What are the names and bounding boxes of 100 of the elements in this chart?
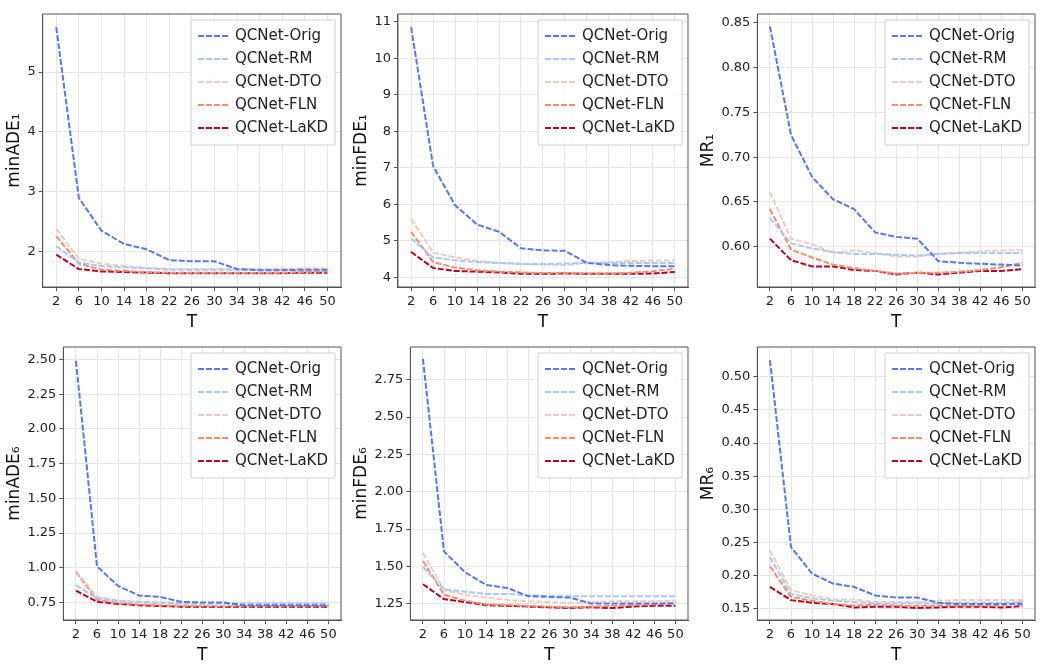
x-tick-label: 34 — [582, 626, 600, 642]
x-tick-label: 34 — [228, 293, 246, 309]
x-tick-label: 10 — [803, 626, 821, 642]
x-tick-label: 50 — [1014, 626, 1031, 642]
x-tick-label: 26 — [887, 293, 905, 309]
x-tick-label: 6 — [92, 626, 102, 642]
y-axis-title: minFDE₁ — [349, 114, 370, 187]
legend-label: QCNet-Orig — [235, 25, 322, 44]
y-tick-label: 0.50 — [721, 368, 751, 384]
x-tick-label: 22 — [866, 626, 884, 642]
y-tick-label: 0.20 — [721, 566, 751, 582]
y-tick-label: 2.25 — [27, 385, 57, 401]
y-tick-label: 1.50 — [27, 489, 57, 505]
x-tick-label: 50 — [320, 626, 337, 642]
x-axis-title: T — [536, 311, 549, 332]
x-tick-label: 18 — [138, 293, 155, 309]
legend-label: QCNet-RM — [582, 48, 660, 67]
y-tick-label: 9 — [382, 86, 391, 102]
x-tick-label: 18 — [151, 626, 169, 642]
line-series — [768, 191, 1024, 258]
x-tick-label: 38 — [951, 293, 968, 309]
x-tick-label: 10 — [803, 293, 821, 309]
legend-label: QCNet-LaKD — [929, 450, 1023, 469]
y-tick-label: 8 — [382, 122, 391, 138]
y-tick-label: 3 — [27, 183, 36, 199]
x-tick-label: 2 — [418, 626, 428, 642]
legend-label: QCNet-RM — [929, 381, 1007, 400]
x-tick-label: 2 — [765, 626, 775, 642]
legend-label: QCNet-DTO — [235, 404, 322, 423]
x-tick-label: 50 — [667, 626, 684, 642]
line-series — [768, 208, 1024, 275]
legend-label: QCNet-Orig — [582, 358, 669, 377]
legend-label: QCNet-DTO — [929, 71, 1016, 90]
y-tick-label: 2.00 — [27, 420, 57, 436]
x-axis-title: T — [185, 311, 198, 332]
x-tick-label: 42 — [273, 293, 291, 309]
legend-label: QCNet-RM — [582, 381, 660, 400]
y-tick-label: 0.30 — [721, 500, 751, 516]
x-tick-label: 42 — [625, 626, 642, 642]
x-tick-label: 46 — [993, 626, 1010, 642]
x-tick-label: 26 — [534, 293, 552, 309]
y-tick-label: 0.45 — [721, 401, 751, 417]
y-tick-label: 5 — [382, 232, 391, 248]
x-tick-label: 42 — [278, 626, 295, 642]
y-tick-label: 2.00 — [374, 483, 404, 499]
legend-label: QCNet-Orig — [235, 358, 322, 377]
y-tick-label: 2 — [27, 243, 36, 259]
line-series — [768, 237, 1024, 276]
line-series — [768, 359, 1024, 606]
x-tick-label: 46 — [646, 626, 663, 642]
y-tick-label: 0.75 — [27, 593, 57, 609]
y-tick-label: 2.75 — [374, 371, 404, 387]
line-series — [55, 227, 329, 271]
legend-label: QCNet-LaKD — [235, 117, 329, 136]
line-series — [410, 250, 676, 275]
y-tick-label: 0.70 — [721, 148, 751, 164]
x-tick-label: 6 — [786, 293, 796, 309]
legend-label: QCNet-RM — [235, 48, 313, 67]
line-series — [421, 551, 677, 604]
y-tick-label: 2.25 — [374, 445, 404, 461]
legend-label: QCNet-LaKD — [929, 117, 1023, 136]
x-axis-title: T — [542, 644, 555, 665]
x-tick-label: 30 — [214, 626, 232, 642]
y-tick-label: 0.40 — [721, 434, 751, 450]
x-tick-label: 42 — [622, 293, 640, 309]
x-tick-label: 18 — [498, 626, 516, 642]
x-tick-label: 46 — [296, 293, 314, 309]
x-tick-label: 34 — [929, 293, 947, 309]
y-tick-label: 1.50 — [374, 557, 404, 573]
x-tick-label: 34 — [235, 626, 253, 642]
x-tick-label: 22 — [866, 293, 884, 309]
x-tick-label: 18 — [490, 293, 508, 309]
x-tick-label: 14 — [824, 626, 842, 642]
x-tick-label: 46 — [644, 293, 662, 309]
y-tick-label: 0.75 — [721, 103, 751, 119]
line-series — [55, 235, 329, 274]
line-series — [74, 589, 330, 608]
x-tick-label: 50 — [666, 293, 684, 309]
legend-label: QCNet-FLN — [235, 427, 318, 446]
x-tick-label: 10 — [93, 293, 110, 309]
legend-label: QCNet-FLN — [929, 94, 1012, 113]
legend-label: QCNet-RM — [235, 381, 313, 400]
legend-label: QCNet-Orig — [582, 25, 669, 44]
legend-label: QCNet-DTO — [582, 71, 669, 90]
x-tick-label: 26 — [193, 626, 211, 642]
line-series — [410, 230, 676, 275]
x-tick-label: 14 — [115, 293, 133, 309]
x-tick-label: 2 — [71, 626, 81, 642]
x-tick-label: 30 — [908, 626, 926, 642]
y-tick-label: 0.35 — [721, 467, 751, 483]
y-tick-label: 0.15 — [721, 600, 751, 616]
legend-label: QCNet-Orig — [929, 25, 1016, 44]
x-tick-label: 6 — [786, 626, 796, 642]
y-tick-label: 6 — [382, 195, 391, 211]
x-tick-label: 34 — [578, 293, 596, 309]
x-tick-label: 14 — [824, 293, 842, 309]
x-tick-label: 22 — [519, 626, 537, 642]
y-tick-label: 4 — [382, 268, 391, 284]
y-tick-label: 1.00 — [27, 559, 57, 575]
line-series — [421, 357, 677, 605]
